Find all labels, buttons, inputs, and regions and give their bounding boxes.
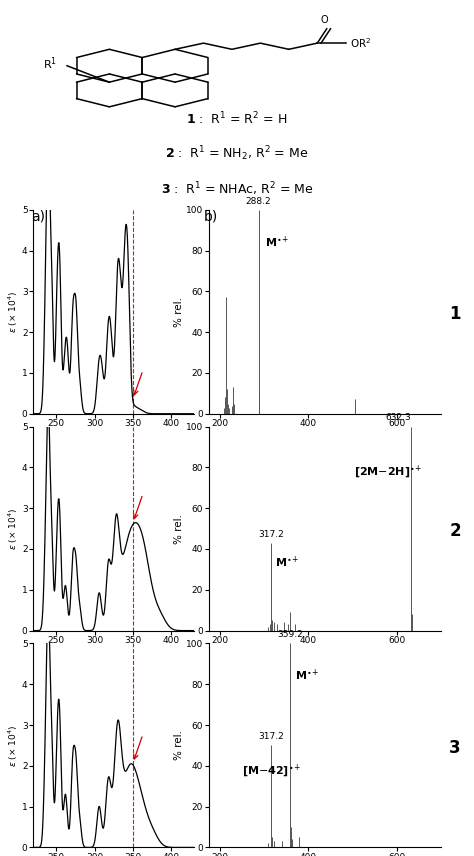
Text: OR$^2$: OR$^2$ [350,36,372,50]
Text: 1: 1 [449,305,461,323]
Text: 288.2: 288.2 [246,197,272,205]
X-axis label: m/z: m/z [315,430,334,440]
Text: a): a) [31,210,45,223]
Text: R$^1$: R$^1$ [44,56,57,72]
Y-axis label: $\varepsilon$ ($\times$ 10$^4$): $\varepsilon$ ($\times$ 10$^4$) [7,724,20,766]
X-axis label: $\lambda$ (nm): $\lambda$ (nm) [96,646,132,659]
X-axis label: m/z: m/z [315,646,334,657]
Text: 632.3: 632.3 [385,413,411,423]
Y-axis label: $\varepsilon$ ($\times$ 10$^4$): $\varepsilon$ ($\times$ 10$^4$) [7,291,20,333]
Text: [2M$-$2H]$^{\bullet\!+}$: [2M$-$2H]$^{\bullet\!+}$ [354,463,422,480]
X-axis label: $\lambda$ (nm): $\lambda$ (nm) [96,430,132,443]
Y-axis label: % rel.: % rel. [174,514,184,544]
Text: O: O [320,15,328,25]
Text: M$^{\bullet\!+}$: M$^{\bullet\!+}$ [295,668,319,683]
Text: 359.2: 359.2 [277,630,303,639]
Text: [M$-$42]$^{\bullet\!+}$: [M$-$42]$^{\bullet\!+}$ [242,762,301,779]
Text: 317.2: 317.2 [259,530,284,538]
Text: 3: 3 [449,739,461,757]
Text: M$^{\bullet\!+}$: M$^{\bullet\!+}$ [275,555,299,570]
Text: b): b) [204,210,218,223]
Text: M$^{\bullet\!+}$: M$^{\bullet\!+}$ [265,235,289,249]
Text: $\mathbf{2}$ :  R$^1$ = NH$_2$, R$^2$ = Me: $\mathbf{2}$ : R$^1$ = NH$_2$, R$^2$ = M… [165,145,309,163]
Text: 317.2: 317.2 [259,733,284,741]
Text: $\mathbf{1}$ :  R$^1$ = R$^2$ = H: $\mathbf{1}$ : R$^1$ = R$^2$ = H [186,111,288,128]
Y-axis label: % rel.: % rel. [174,297,184,327]
Text: 2: 2 [449,521,461,540]
Y-axis label: % rel.: % rel. [174,730,184,760]
Y-axis label: $\varepsilon$ ($\times$ 10$^4$): $\varepsilon$ ($\times$ 10$^4$) [7,508,20,550]
Text: $\mathbf{3}$ :  R$^1$ = NHAc, R$^2$ = Me: $\mathbf{3}$ : R$^1$ = NHAc, R$^2$ = Me [161,181,313,198]
